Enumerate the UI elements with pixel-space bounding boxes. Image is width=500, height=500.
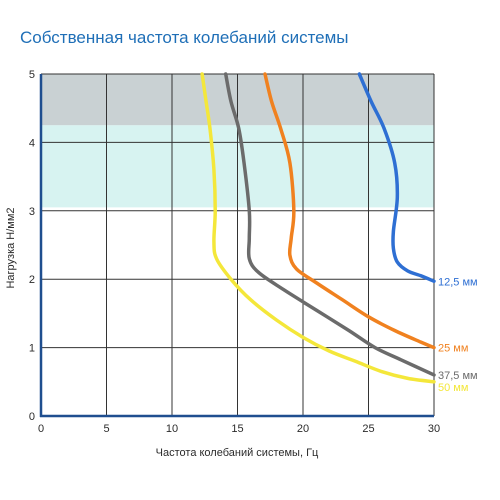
chart-title: Собственная частота колебаний системы xyxy=(20,28,349,47)
y-tick-label: 2 xyxy=(29,274,35,286)
series-layer xyxy=(200,72,436,384)
series-line-3 xyxy=(223,72,436,377)
x-tick-label: 10 xyxy=(166,423,178,435)
series-line-2 xyxy=(263,72,436,350)
series-label-3: 37,5 мм xyxy=(438,370,478,382)
y-axis-label: Нагрузка Н/мм2 xyxy=(5,207,17,288)
series-label-2: 25 мм xyxy=(438,343,468,355)
y-tick-label: 4 xyxy=(29,137,35,149)
x-tick-label: 5 xyxy=(103,423,109,435)
series-line-1 xyxy=(357,72,436,283)
x-tick-label: 15 xyxy=(231,423,243,435)
x-tick-label: 20 xyxy=(297,423,309,435)
series-label-1: 12,5 мм xyxy=(438,276,478,288)
grid-layer xyxy=(40,73,435,417)
y-tick-label: 5 xyxy=(29,69,35,81)
series-line-4 xyxy=(200,72,436,384)
ticks-layer: 0 5 10 15 20 25 30 0 1 2 3 4 5 xyxy=(29,69,440,435)
x-axis-label: Частота колебаний системы, Гц xyxy=(156,447,319,459)
y-tick-label: 0 xyxy=(29,411,35,423)
x-tick-label: 0 xyxy=(38,423,44,435)
axis-layer xyxy=(39,74,434,418)
y-tick-label: 3 xyxy=(29,206,35,218)
x-tick-label: 25 xyxy=(362,423,374,435)
x-tick-label: 30 xyxy=(428,423,440,435)
y-tick-label: 1 xyxy=(29,343,35,355)
series-label-4: 50 мм xyxy=(438,382,468,394)
